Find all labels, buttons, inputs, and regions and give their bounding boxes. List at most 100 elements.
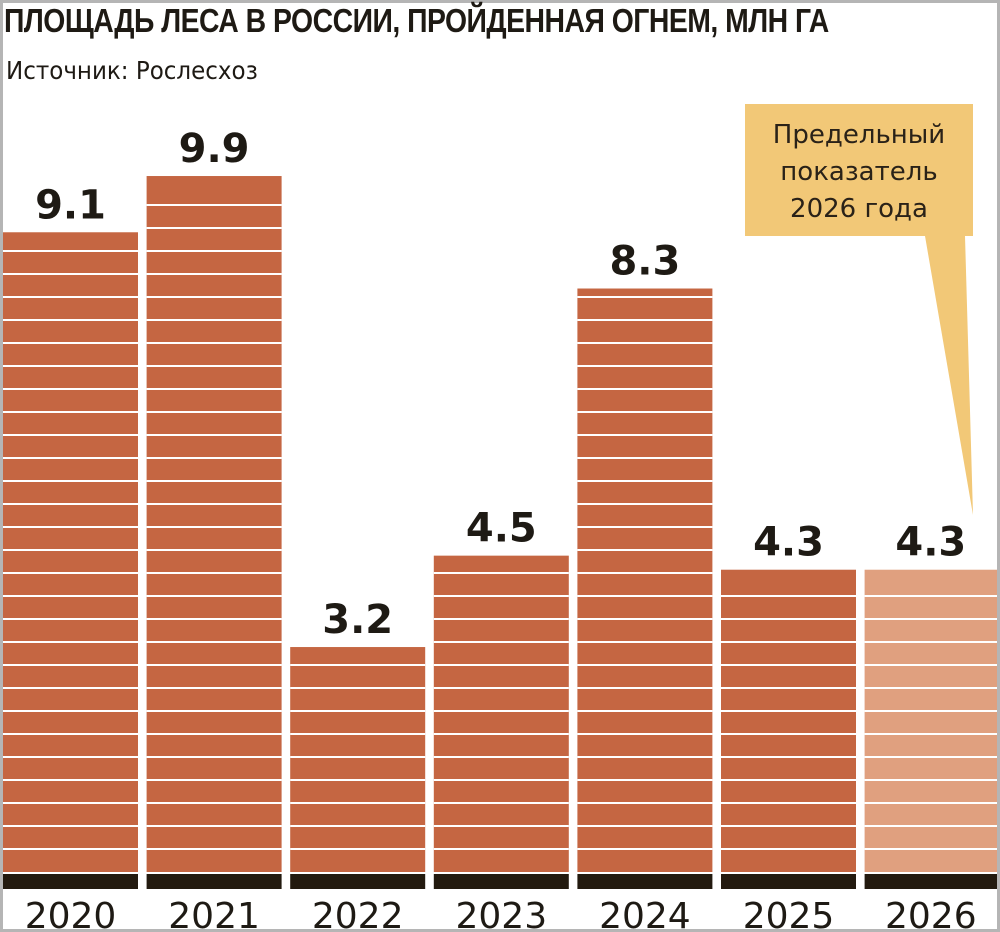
bar-stripe [146,825,282,827]
bar-stripe [290,848,426,850]
bar-stripe [577,319,713,321]
bar-stripe [3,342,138,344]
annotation-text: 2026 года [790,194,928,224]
bar-stripe [721,756,856,758]
bar-stripe [577,618,713,620]
bar-stripe [146,411,282,413]
bar-stripe [146,227,282,229]
bar-stripe [3,434,138,436]
bar-stripe [864,618,997,620]
x-tick-label: 2021 [168,896,260,932]
value-label: 8.3 [609,239,680,285]
bar-stripe [146,756,282,758]
bar-stripe [433,825,569,827]
bar-stripe [3,710,138,712]
bar-2020 [3,232,138,872]
bar-stripe [721,733,856,735]
bar-stripe [433,779,569,781]
bar-stripe [577,434,713,436]
bar-stripe [433,687,569,689]
annotation-text: показатель [780,157,937,187]
bar-stripe [3,549,138,551]
bar-stripe [577,503,713,505]
bar-stripe [3,756,138,758]
bar-stripe [146,549,282,551]
bar-stripe [146,342,282,344]
bar-stripe [146,572,282,574]
bar-stripe [290,802,426,804]
bar-stripe [3,319,138,321]
bar-stripe [721,641,856,643]
value-label: 4.5 [466,506,537,552]
bar-stripe [3,388,138,390]
bar-stripe [146,641,282,643]
value-label: 9.9 [179,126,250,172]
bar-stripe [146,434,282,436]
bar-stripe [433,641,569,643]
bar-stripe [3,848,138,850]
bar-stripe [433,756,569,758]
bar-stripe [3,411,138,413]
bar-stripe [3,664,138,666]
bar-stripe [146,319,282,321]
bar-base [290,874,426,889]
bar-stripe [577,779,713,781]
x-tick-label: 2025 [743,896,835,932]
x-tick-label: 2023 [455,896,547,932]
bar-base [433,874,569,889]
bar-stripe [3,687,138,689]
bar-stripe [3,273,138,275]
bar-stripe [290,733,426,735]
chart-title: ПЛОЩАДЬ ЛЕСА В РОССИИ, ПРОЙДЕННАЯ ОГНЕМ,… [4,2,829,39]
bar-stripe [146,296,282,298]
bar-stripe [577,411,713,413]
value-label: 4.3 [895,520,966,566]
bar-stripe [146,779,282,781]
bar-stripe [146,480,282,482]
bar-stripe [577,710,713,712]
bar-stripe [146,848,282,850]
bar-2023 [433,555,569,872]
bar-stripe [864,595,997,597]
bar-stripe [864,825,997,827]
bar-stripe [864,733,997,735]
bar-stripe [721,710,856,712]
bar-stripe [290,664,426,666]
bar-stripe [146,595,282,597]
bar-base [721,874,856,889]
bar-stripe [864,756,997,758]
bar-stripe [577,733,713,735]
x-tick-label: 2024 [599,896,691,932]
bar-stripe [721,848,856,850]
bar-stripe [864,687,997,689]
x-tick-label: 2026 [885,896,977,932]
bar-stripe [290,687,426,689]
bar-stripe [577,526,713,528]
bar-stripe [577,848,713,850]
bar-stripe [3,825,138,827]
bar-stripe [3,457,138,459]
bar-stripe [577,802,713,804]
value-label: 9.1 [35,182,106,228]
bar-stripe [577,342,713,344]
bar-stripe [577,457,713,459]
bar-stripe [864,710,997,712]
bar-stripe [146,273,282,275]
bar-stripe [3,526,138,528]
bar-stripe [3,802,138,804]
x-tick-label: 2022 [312,896,404,932]
bar-stripe [146,388,282,390]
bar-stripe [433,595,569,597]
bar-stripe [3,779,138,781]
bar-stripe [3,365,138,367]
bar-stripe [3,595,138,597]
bar-stripe [864,641,997,643]
bar-stripe [721,779,856,781]
bar-2024 [577,288,713,872]
bar-2022 [290,647,426,872]
annotation-text: Предельный [773,120,945,150]
value-label: 3.2 [322,597,393,643]
bar-stripe [433,733,569,735]
